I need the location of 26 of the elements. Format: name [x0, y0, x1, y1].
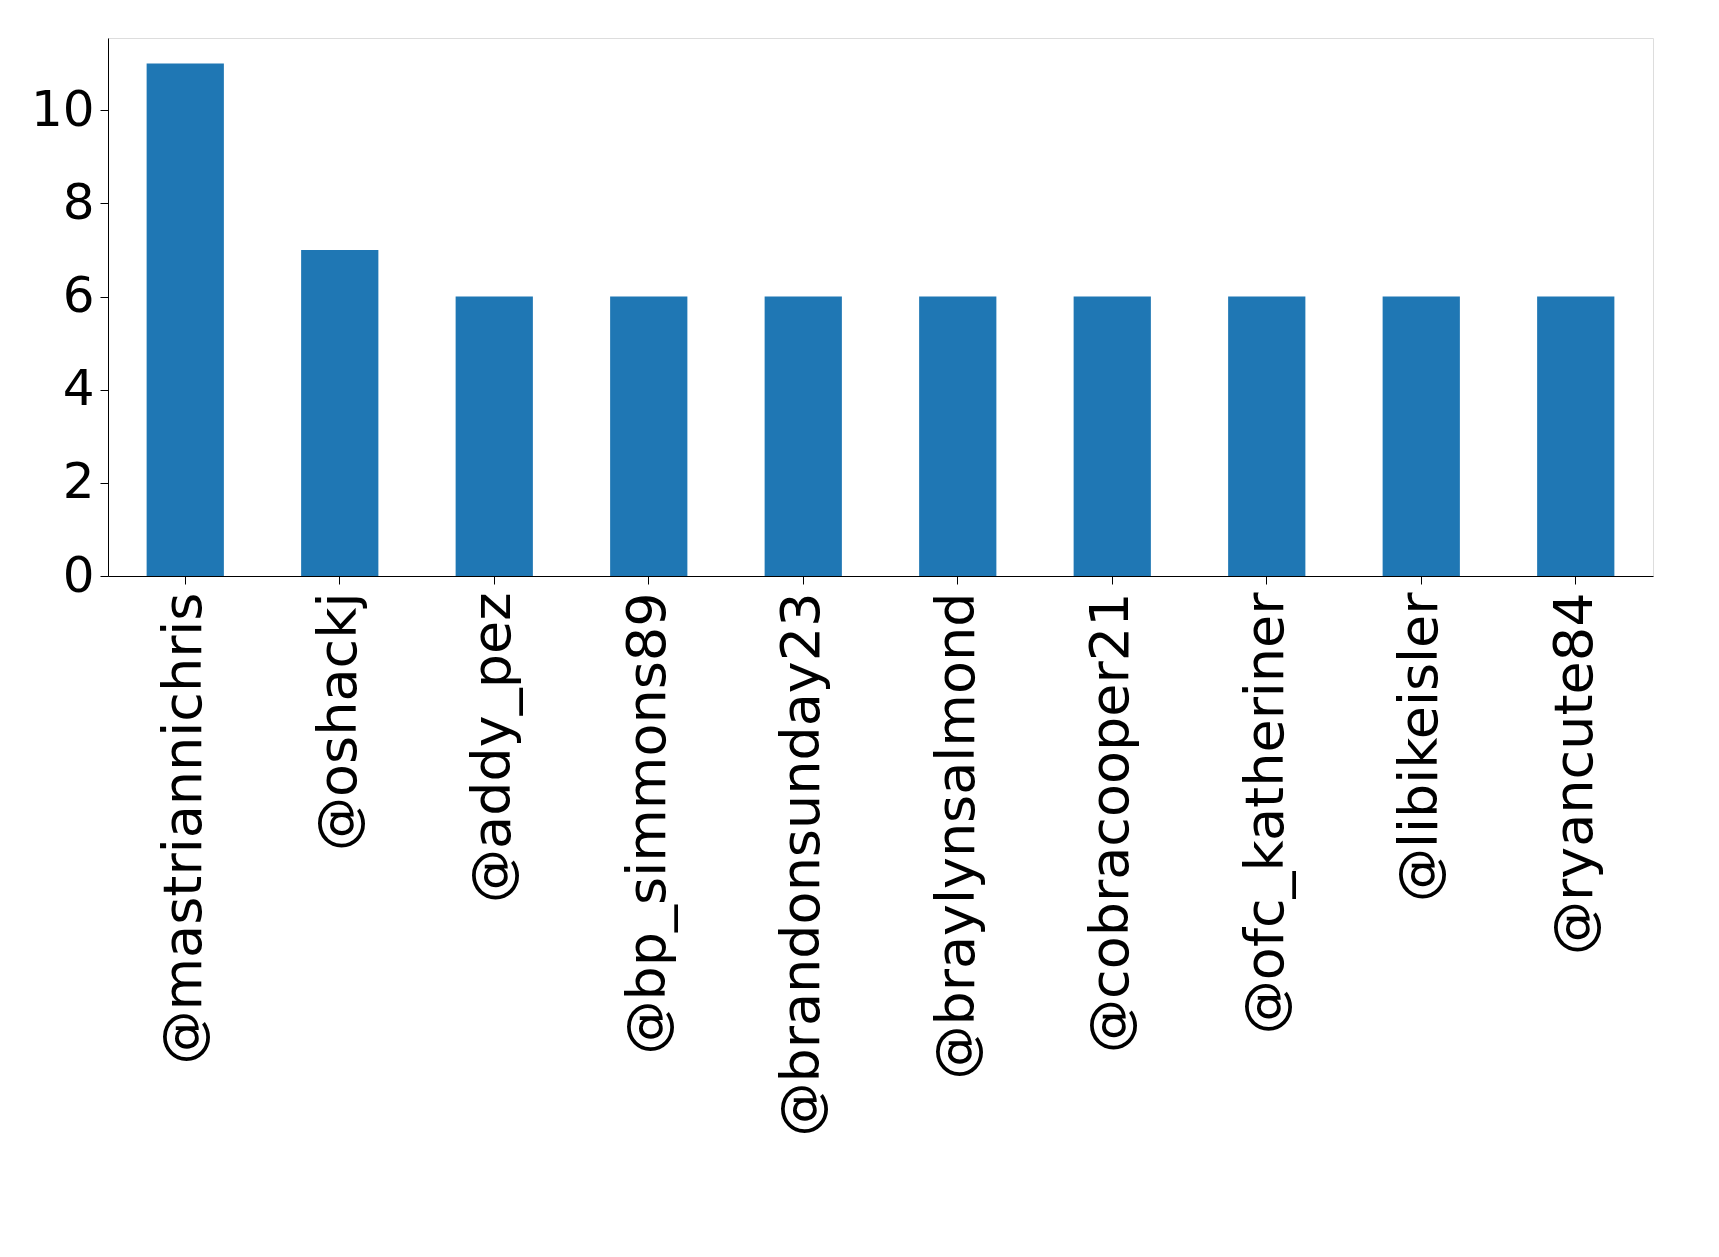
bar: [1228, 296, 1306, 576]
y-tick-label: 10: [30, 79, 95, 138]
y-tick-label: 8: [62, 172, 95, 231]
x-tick-label: @oshackj: [305, 592, 369, 851]
y-tick-label: 4: [62, 359, 95, 418]
x-tick-label: @ryancute84: [1541, 592, 1605, 955]
x-tick-label: @mastriannichris: [151, 592, 215, 1065]
bar: [1382, 296, 1460, 576]
x-tick-label: @braylynsalmond: [923, 592, 987, 1080]
x-tick-label: @bp_simmons89: [614, 592, 678, 1055]
bar: [919, 296, 997, 576]
x-tick-label: @addy_pez: [460, 592, 524, 903]
bar: [146, 63, 224, 576]
x-tick-label: @ofc_katheriner: [1232, 591, 1296, 1035]
y-tick-label: 2: [62, 452, 95, 511]
bar: [301, 249, 379, 576]
y-tick-label: 0: [62, 545, 95, 604]
bar: [764, 296, 842, 576]
bar: [455, 296, 533, 576]
x-tick-label: @brandonsunday23: [769, 592, 833, 1137]
bar: [1537, 296, 1615, 576]
x-tick-label: @libikeisler: [1387, 591, 1451, 902]
y-tick-label: 6: [62, 266, 95, 325]
x-tick-label: @cobracooper21: [1078, 592, 1142, 1053]
bar: [610, 296, 688, 576]
bar: [1073, 296, 1151, 576]
